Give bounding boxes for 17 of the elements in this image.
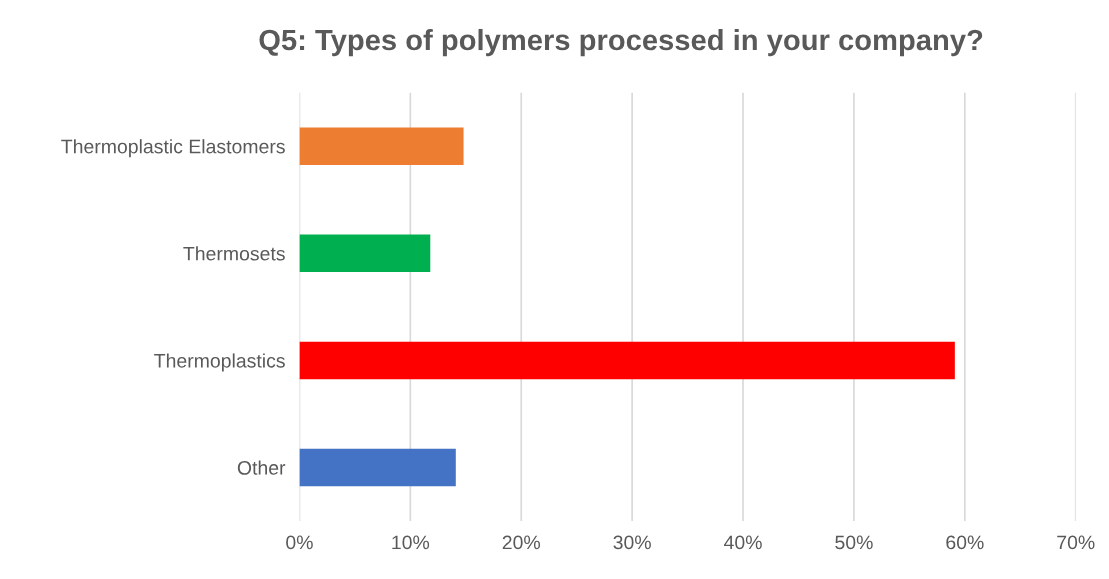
x-tick-label: 70%	[1057, 535, 1095, 550]
bar	[299, 448, 456, 487]
bar	[299, 341, 955, 380]
bar	[299, 127, 464, 165]
x-tick-label: 60%	[946, 535, 984, 550]
x-tick-label: 0%	[286, 535, 313, 550]
x-tick-label: 20%	[502, 535, 540, 550]
y-tick-label: Thermoplastic Elastomers	[61, 139, 285, 158]
bar	[299, 234, 431, 273]
x-tick-label: 30%	[613, 535, 651, 550]
x-tick-label: 50%	[835, 535, 873, 550]
y-tick-label: Thermosets	[183, 246, 285, 261]
y-tick-label: Other	[237, 460, 286, 475]
x-tick-label: 10%	[392, 535, 430, 550]
x-tick-label: 40%	[724, 535, 762, 550]
y-tick-label: Thermoplastics	[154, 353, 285, 372]
chart-title: Q5: Types of polymers processed in your company?	[259, 28, 983, 57]
